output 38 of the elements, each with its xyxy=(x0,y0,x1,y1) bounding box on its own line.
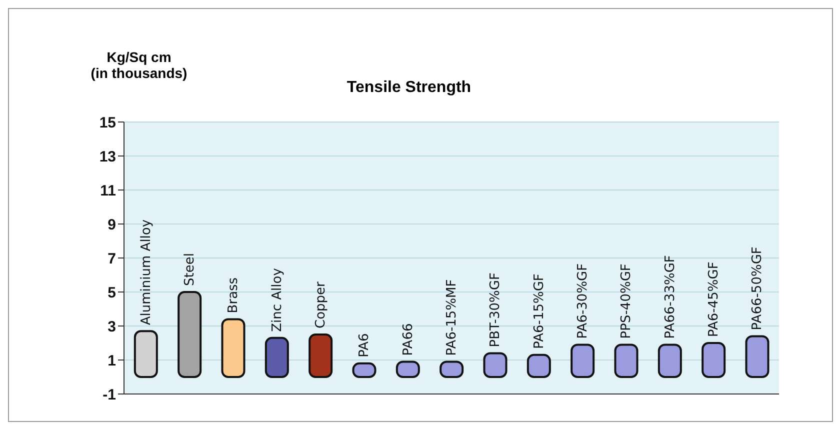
bar xyxy=(134,330,158,378)
y-tick-label: 15 xyxy=(99,114,116,132)
bar xyxy=(264,336,289,378)
x-tick-label: PA6-15%GF xyxy=(532,274,547,349)
y-tick-label: 13 xyxy=(99,148,116,166)
x-tick-label: PA6-45%GF xyxy=(706,262,722,337)
bar xyxy=(178,291,202,378)
x-tick-label: PA66 xyxy=(400,323,416,356)
bar xyxy=(570,344,595,378)
x-tick-label: Brass xyxy=(226,277,242,314)
x-tick-label: PA66-50%GF xyxy=(750,246,766,330)
x-tick-label: PA6-15%MF xyxy=(444,279,460,356)
chart-title: Tensile Strength xyxy=(346,79,472,97)
bar xyxy=(745,335,770,378)
bar xyxy=(658,344,682,378)
bar xyxy=(308,334,333,378)
y-tick-label: 5 xyxy=(108,284,116,302)
x-tick-label: PA66-33%GF xyxy=(662,255,678,339)
x-tick-label: PA6 xyxy=(357,333,372,358)
y-tick-label: 9 xyxy=(108,216,116,234)
bar xyxy=(221,318,246,378)
bar xyxy=(614,344,638,378)
x-tick-label: Steel xyxy=(182,253,198,286)
x-tick-label: Aluminium Alloy xyxy=(138,219,154,326)
bar xyxy=(702,342,726,378)
x-tick-label: PBT-30%GF xyxy=(488,272,504,348)
y-tick-label: 3 xyxy=(108,318,116,336)
y-tick-label: 7 xyxy=(108,250,116,268)
x-tick-label: Copper xyxy=(314,280,329,328)
x-tick-label: PA6-30%GF xyxy=(576,263,591,339)
bar xyxy=(483,352,508,378)
y-tick-label: -1 xyxy=(102,386,116,404)
y-axis-title: Kg/Sq cm (in thousands) xyxy=(90,49,188,81)
y-tick-label: 11 xyxy=(100,182,116,200)
y-tick-label: 1 xyxy=(108,352,116,370)
x-tick-label: PPS-40%GF xyxy=(619,264,634,339)
x-tick-label: Zinc Alloy xyxy=(270,268,285,332)
bar xyxy=(526,354,551,378)
